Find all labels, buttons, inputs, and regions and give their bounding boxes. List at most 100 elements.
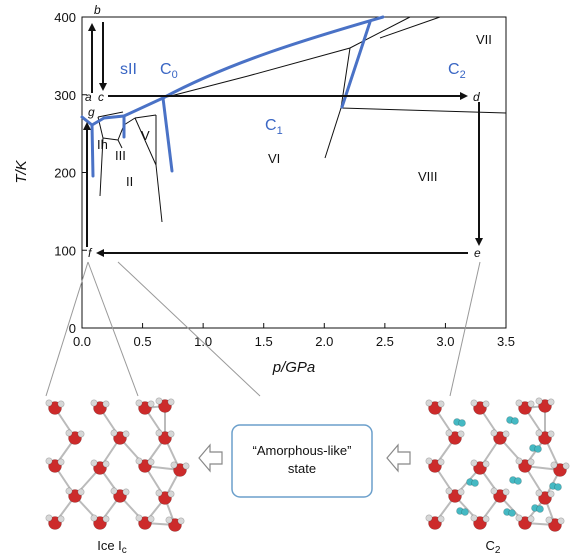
clathrate-stability-lines bbox=[80, 15, 385, 178]
hydrogen-atom bbox=[547, 490, 555, 498]
pointer-lines bbox=[45, 261, 481, 397]
hydrogen-atom bbox=[165, 516, 173, 524]
hydrogen-atom bbox=[437, 458, 445, 466]
hydrogen-atom bbox=[490, 429, 498, 437]
boundary-vii-viii bbox=[340, 107, 507, 114]
ice-ic-caption: Ice Ic bbox=[97, 538, 127, 556]
hydrogen-atom bbox=[155, 489, 163, 497]
hydrogen-atom bbox=[527, 458, 535, 466]
hydrogen-atom bbox=[457, 430, 465, 438]
h2-guest-atom bbox=[458, 419, 466, 427]
hydrogen-atom bbox=[535, 489, 543, 497]
hydrogen-atom bbox=[122, 430, 130, 438]
hydrogen-atom bbox=[550, 461, 558, 469]
hydrogen-atom bbox=[102, 400, 110, 408]
phase-vi-label: VI bbox=[268, 151, 280, 166]
boundary-v-vi bbox=[155, 115, 163, 223]
h2-guest-atom bbox=[534, 445, 542, 453]
hydrogen-atom bbox=[562, 462, 570, 470]
hydrogen-atom bbox=[502, 488, 510, 496]
hydrogen-atom bbox=[110, 429, 118, 437]
hydrogen-atom bbox=[425, 399, 433, 407]
boundary-ih-ii bbox=[97, 116, 104, 197]
x-tick-label: 3.5 bbox=[497, 334, 515, 349]
phase-viii-label: VIII bbox=[418, 169, 438, 184]
point-a: a bbox=[85, 90, 92, 104]
hydrogen-atom bbox=[457, 488, 465, 496]
hydrogen-atom bbox=[482, 400, 490, 408]
x-tick-label: 3.0 bbox=[436, 334, 454, 349]
y-axis-label: T/K bbox=[13, 159, 30, 183]
x-axis-ticks: 0.0 0.5 1.0 1.5 2.0 2.5 3.0 3.5 bbox=[73, 323, 515, 349]
hydrogen-atom bbox=[182, 462, 190, 470]
hydrogen-atom bbox=[170, 461, 178, 469]
hydrogen-atom bbox=[110, 487, 118, 495]
amorphous-state-box bbox=[231, 424, 373, 498]
y-tick-label: 400 bbox=[54, 10, 76, 25]
point-f: f bbox=[88, 246, 93, 260]
amorphous-label-line1: “Amorphous-like” bbox=[253, 443, 352, 458]
hydrogen-atom bbox=[135, 457, 143, 465]
cage-sii-label: sII bbox=[120, 61, 137, 78]
hydrogen-atom bbox=[90, 459, 98, 467]
x-tick-label: 2.0 bbox=[315, 334, 333, 349]
hydrogen-atom bbox=[515, 457, 523, 465]
hydrogen-atom bbox=[557, 517, 565, 525]
cage-c2-label: C2 bbox=[448, 61, 466, 81]
hydrogen-atom bbox=[425, 457, 433, 465]
y-tick-label: 100 bbox=[54, 243, 76, 258]
hydrogen-atom bbox=[147, 515, 155, 523]
cage-c1-label: C1 bbox=[265, 117, 283, 137]
hydrogen-atom bbox=[490, 487, 498, 495]
point-g: g bbox=[88, 105, 95, 119]
x-tick-label: 1.5 bbox=[255, 334, 273, 349]
h2-guest-atom bbox=[514, 477, 522, 485]
y-axis-ticks: 0 100 200 300 400 bbox=[54, 10, 87, 336]
experimental-path bbox=[83, 22, 483, 257]
hydrogen-atom bbox=[77, 430, 85, 438]
hydrogen-atom bbox=[445, 429, 453, 437]
hydrogen-atom bbox=[425, 514, 433, 522]
hydrogen-atom bbox=[437, 515, 445, 523]
hydrogen-atom bbox=[515, 399, 523, 407]
h2-guest-atom bbox=[471, 479, 479, 487]
c2-structure bbox=[425, 397, 570, 532]
point-b: b bbox=[94, 3, 101, 17]
hydrogen-atom bbox=[65, 429, 73, 437]
hydrogen-atom bbox=[45, 457, 53, 465]
hydrogen-atom bbox=[535, 429, 543, 437]
hydrogen-atom bbox=[470, 399, 478, 407]
phase-boundaries bbox=[97, 16, 507, 223]
hydrogen-atom bbox=[437, 400, 445, 408]
h2-guest-atom bbox=[461, 508, 469, 516]
hydrogen-atom bbox=[482, 515, 490, 523]
hydrogen-atom bbox=[102, 460, 110, 468]
hydrogen-atom bbox=[177, 517, 185, 525]
y-tick-label: 0 bbox=[69, 321, 76, 336]
boundary-ih-liquid bbox=[97, 111, 124, 118]
x-tick-label: 0.0 bbox=[73, 334, 91, 349]
hydrogen-atom bbox=[135, 514, 143, 522]
boundary-ih-iii bbox=[102, 137, 119, 141]
h2-guest-atom bbox=[511, 417, 519, 425]
point-e: e bbox=[474, 246, 481, 260]
hydrogen-atom bbox=[155, 429, 163, 437]
phase-ii-label: II bbox=[126, 174, 133, 189]
phase-iii-label: III bbox=[115, 148, 126, 163]
c2-caption: C2 bbox=[486, 538, 501, 556]
hydrogen-atom bbox=[545, 516, 553, 524]
hydrogen-atom bbox=[57, 400, 65, 408]
hydrogen-atom bbox=[45, 514, 53, 522]
hydrogen-atom bbox=[122, 488, 130, 496]
sii-left-line bbox=[90, 123, 95, 178]
hydrogen-atom bbox=[90, 399, 98, 407]
hydrogen-atom bbox=[77, 488, 85, 496]
hydrogen-atom bbox=[445, 487, 453, 495]
point-c: c bbox=[98, 90, 104, 104]
hydrogen-atom bbox=[45, 399, 53, 407]
hydrogen-atom bbox=[57, 458, 65, 466]
hydrogen-atom bbox=[135, 399, 143, 407]
point-d: d bbox=[473, 90, 480, 104]
hydrogen-atom bbox=[155, 397, 163, 405]
